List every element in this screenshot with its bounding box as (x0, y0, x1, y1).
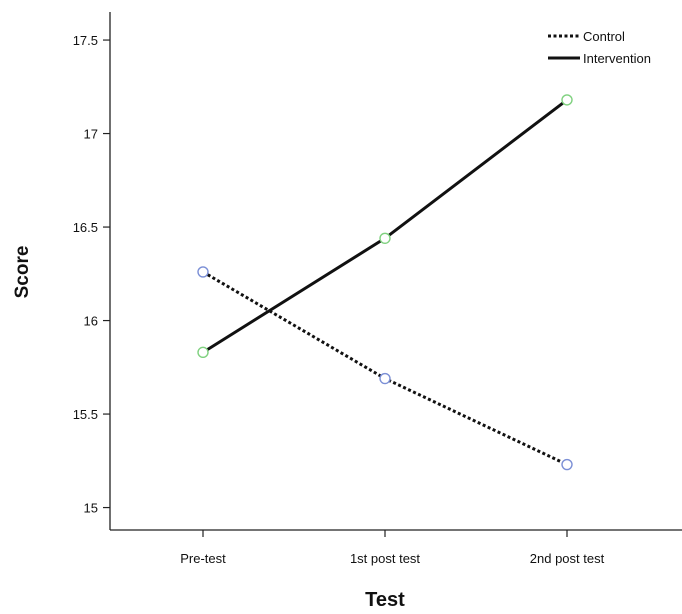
x-tick-label: 2nd post test (530, 551, 605, 566)
x-ticks: Pre-test 1st post test 2nd post test (180, 530, 605, 566)
y-ticks: 15 15.5 16 16.5 17 17.5 (73, 33, 110, 516)
axes (109, 12, 682, 531)
data-point-intervention (197, 346, 209, 359)
y-tick-label: 16.5 (73, 220, 98, 235)
legend: Control Intervention (548, 29, 651, 66)
series-lines (202, 98, 568, 466)
y-axis-title: Score (12, 246, 33, 299)
y-tick-label: 17 (84, 127, 98, 142)
legend-label-intervention: Intervention (583, 51, 651, 66)
y-tick-label: 15 (84, 501, 98, 516)
data-point-control (197, 266, 209, 278)
data-point-intervention (379, 232, 391, 244)
y-tick-label: 15.5 (73, 407, 98, 422)
y-tick-label: 17.5 (73, 33, 98, 48)
y-tick-label: 16 (84, 314, 98, 329)
data-point-control (379, 372, 391, 385)
series-markers (197, 94, 573, 471)
series-line-intervention (202, 98, 568, 354)
x-tick-label: 1st post test (350, 551, 420, 566)
legend-label-control: Control (583, 29, 625, 44)
data-point-intervention (561, 94, 573, 106)
data-point-control (561, 458, 573, 471)
x-axis-title: Test (365, 589, 405, 611)
series-line-control (202, 270, 568, 466)
x-tick-label: Pre-test (180, 551, 226, 566)
